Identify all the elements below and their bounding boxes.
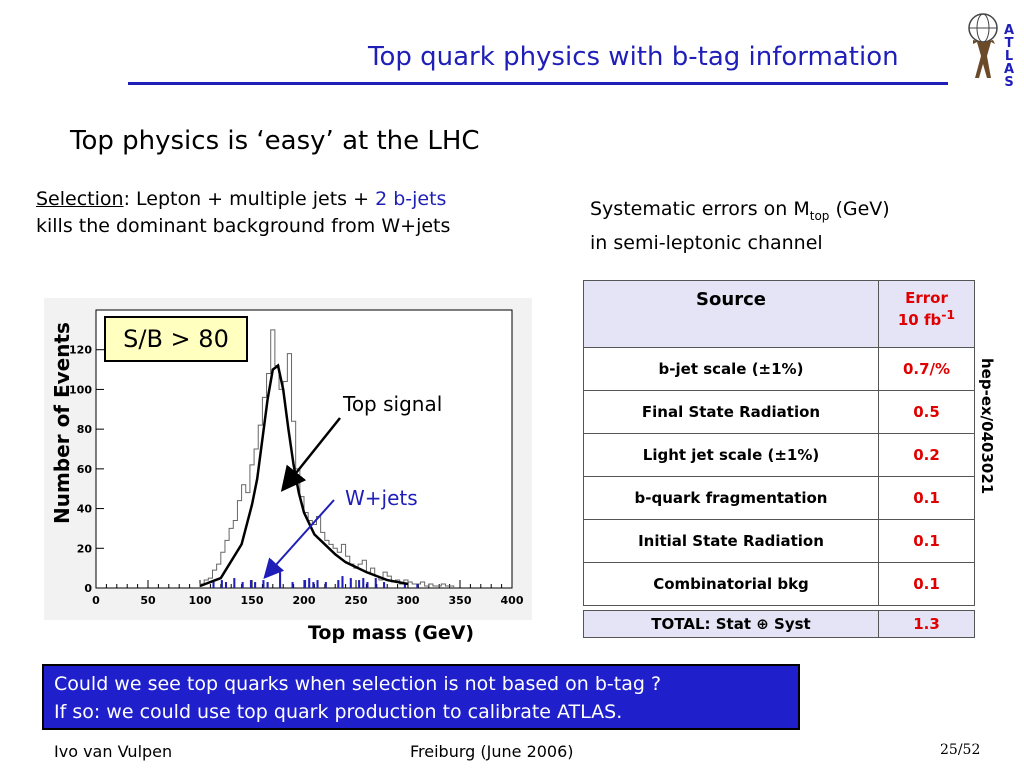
wjets-bar — [291, 582, 294, 588]
wjets-bar — [403, 584, 406, 588]
wjets-bar — [212, 582, 215, 588]
selection-line2: kills the dominant background from W+jet… — [36, 215, 451, 237]
wjets-bar — [308, 578, 311, 588]
y-tick-label: 120 — [69, 344, 92, 357]
wjets-bar — [279, 572, 282, 588]
atlas-logo-text: ATLAS — [1003, 23, 1015, 90]
wjets-bar — [324, 582, 327, 588]
x-tick-label: 200 — [293, 594, 316, 607]
row-error: 0.1 — [878, 476, 975, 520]
y-tick-label: 40 — [77, 503, 93, 516]
question-box: Could we see top quarks when selection i… — [42, 664, 800, 730]
wjets-label: W+jets — [345, 486, 418, 510]
row-source: b-quark fragmentation — [583, 476, 879, 520]
row-error: 0.1 — [878, 519, 975, 563]
wjets-bar — [362, 578, 365, 588]
table-row: Initial State Radiation 0.1 — [583, 519, 975, 563]
x-tick-label: 50 — [140, 594, 156, 607]
systematics-table: Source Error 10 fb-1 b-jet scale (±1%) 0.7… — [583, 280, 975, 638]
y-tick-label: 80 — [77, 423, 93, 436]
row-source: Initial State Radiation — [583, 519, 879, 563]
atlas-logo — [955, 12, 1019, 82]
wjets-bar — [220, 580, 223, 588]
wjets-bar — [349, 578, 352, 588]
table-header-row: Source Error 10 fb-1 — [583, 280, 975, 348]
wjets-bar — [416, 584, 419, 588]
wjets-bar — [254, 582, 257, 588]
header-error-b: 10 fb — [897, 311, 942, 329]
row-source: b-jet scale (±1%) — [583, 347, 879, 391]
wjets-bar — [312, 582, 315, 588]
y-tick-label: 100 — [69, 383, 92, 396]
wjets-bar — [316, 580, 319, 588]
y-tick-label: 60 — [77, 463, 93, 476]
x-tick-label: 350 — [449, 594, 472, 607]
wjets-bar — [304, 580, 307, 588]
wjets-bar — [266, 582, 269, 588]
wjets-bar — [262, 580, 265, 588]
header-source: Source — [583, 280, 879, 348]
footer-event: Freiburg (June 2006) — [410, 742, 574, 761]
question-line2: If so: we could use top quark production… — [54, 701, 623, 723]
x-tick-label: 300 — [397, 594, 420, 607]
wjets-bar — [224, 582, 228, 588]
wjets-bar — [233, 578, 236, 588]
selection-bjets: 2 b-jets — [375, 188, 447, 210]
total-source: TOTAL: Stat ⊕ Syst — [583, 610, 879, 638]
selection-label: Selection — [36, 188, 124, 210]
y-axis-label: Number of Events — [50, 322, 74, 524]
systematics-caption: Systematic errors on Mtop (GeV) in semi-… — [590, 196, 890, 257]
table-row: b-quark fragmentation 0.1 — [583, 476, 975, 520]
atlas-figure-globe-icon — [968, 13, 998, 78]
x-tick-label: 250 — [345, 594, 368, 607]
sb-ratio-box: S/B > 80 — [104, 316, 248, 362]
x-tick-label: 0 — [92, 594, 100, 607]
table-total-row: TOTAL: Stat ⊕ Syst 1.3 — [583, 610, 975, 638]
slide-title: Top quark physics with b-tag information — [368, 42, 899, 72]
row-error: 0.1 — [878, 562, 975, 606]
syst-line1-a: Systematic errors on M — [590, 198, 810, 220]
wjets-bar — [383, 582, 386, 588]
wjets-bar — [341, 576, 344, 588]
footer-page-number: 25/52 — [940, 742, 981, 758]
x-tick-label: 400 — [501, 594, 524, 607]
syst-line1-sub: top — [809, 208, 830, 223]
syst-line1-b: (GeV) — [829, 198, 890, 220]
reference-label: hep-ex/0403021 — [978, 358, 996, 495]
selection-text: Selection: Lepton + multiple jets + 2 b-… — [36, 186, 450, 240]
header-error-a: Error — [905, 289, 948, 307]
footer-author: Ivo van Vulpen — [54, 742, 173, 761]
table-row: b-jet scale (±1%) 0.7/% — [583, 347, 975, 391]
x-tick-label: 150 — [241, 594, 264, 607]
wjets-bar — [241, 582, 244, 588]
top-signal-label: Top signal — [343, 392, 443, 416]
selection-text-a: : Lepton + multiple jets + — [123, 188, 376, 210]
question-line1: Could we see top quarks when selection i… — [54, 673, 662, 695]
total-error: 1.3 — [878, 610, 975, 638]
x-tick-label: 100 — [189, 594, 212, 607]
row-error: 0.5 — [878, 390, 975, 434]
wjets-bar — [374, 578, 377, 588]
table-row: Final State Radiation 0.5 — [583, 390, 975, 434]
header-error-sup: -1 — [941, 307, 956, 322]
row-source: Combinatorial bkg — [583, 562, 879, 606]
x-axis-label: Top mass (GeV) — [308, 622, 475, 644]
header-error: Error 10 fb-1 — [878, 280, 975, 348]
y-tick-label: 20 — [77, 542, 93, 555]
wjets-bar — [337, 580, 340, 588]
wjets-bar — [358, 580, 361, 588]
wjets-bar — [249, 580, 252, 588]
slide-heading: Top physics is ‘easy’ at the LHC — [70, 126, 480, 156]
title-divider — [128, 82, 948, 85]
row-error: 0.2 — [878, 433, 975, 477]
row-error: 0.7/% — [878, 347, 975, 391]
wjets-bar — [366, 582, 369, 588]
syst-line2: in semi-leptonic channel — [590, 231, 823, 254]
row-source: Final State Radiation — [583, 390, 879, 434]
table-row: Combinatorial bkg 0.1 — [583, 562, 975, 606]
table-row: Light jet scale (±1%) 0.2 — [583, 433, 975, 477]
y-tick-label: 0 — [84, 582, 92, 595]
row-source: Light jet scale (±1%) — [583, 433, 879, 477]
